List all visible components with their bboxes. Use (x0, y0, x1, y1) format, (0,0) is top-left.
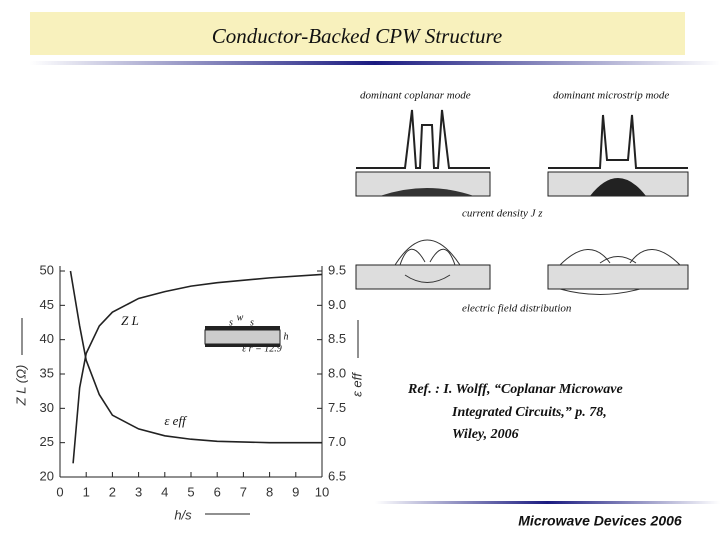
annotation: Z L (121, 313, 139, 328)
y2-tick-label: 6.5 (328, 468, 346, 483)
y-tick-label: 30 (40, 400, 54, 415)
y2-tick-label: 8.5 (328, 331, 346, 346)
x-tick-label: 1 (83, 484, 90, 499)
y2-tick-label: 9.5 (328, 262, 346, 277)
x-tick-label: 10 (315, 484, 329, 499)
inset-strip (205, 326, 280, 330)
x-tick-label: 8 (266, 484, 273, 499)
title-box (30, 12, 685, 55)
inset-ground (205, 344, 280, 347)
x-tick-label: 7 (240, 484, 247, 499)
x-tick-label: 2 (109, 484, 116, 499)
y-tick-label: 40 (40, 331, 54, 346)
annotation: ε eff (164, 413, 188, 428)
x-tick-label: 6 (214, 484, 221, 499)
y2-axis-label: ε eff (349, 372, 364, 397)
x-tick-label: 3 (135, 484, 142, 499)
y2-tick-label: 9.0 (328, 297, 346, 312)
y-axis-label: Z L (Ω) (13, 365, 28, 407)
annotation: s (229, 317, 233, 328)
x-axis-label: h/s (174, 507, 192, 522)
mode-diagram: dominant coplanar mode dominant microstr… (355, 90, 689, 315)
line (69, 270, 322, 444)
reference: Ref. : I. Wolff, “Coplanar Microwave Int… (407, 382, 623, 442)
x-tick-label: 5 (187, 484, 194, 499)
x-tick-label: 0 (56, 484, 63, 499)
y-tick-label: 50 (40, 262, 54, 277)
field-lines (394, 239, 461, 283)
reference-line: Ref. : I. Wolff, “Coplanar Microwave (407, 382, 623, 397)
y-tick-label: 20 (40, 468, 54, 483)
coplanar-label: dominant coplanar mode (360, 90, 471, 102)
y-tick-label: 45 (40, 297, 54, 312)
current-hump (380, 188, 474, 196)
annotation: s (250, 317, 254, 328)
slide-title: Conductor-Backed CPW Structure (212, 24, 502, 48)
title-rule (30, 61, 720, 65)
footer-rule (375, 501, 720, 504)
footer: Microwave Devices 2006 (518, 513, 682, 529)
y2-tick-label: 7.5 (328, 400, 346, 415)
y2-tick-label: 8.0 (328, 365, 346, 380)
current-label: current density J z (462, 208, 543, 220)
current-curve (356, 109, 490, 169)
line (72, 273, 323, 464)
field-label: electric field distribution (462, 303, 572, 315)
inset-substrate (204, 329, 281, 345)
x-tick-label: 9 (292, 484, 299, 499)
y-tick-label: 25 (40, 434, 54, 449)
x-tick-label: 4 (161, 484, 168, 499)
y2-tick-label: 7.0 (328, 434, 346, 449)
reference-line: Integrated Circuits,” p. 78, (451, 405, 607, 420)
annotation: w (237, 312, 244, 323)
microstrip-label: dominant microstrip mode (553, 90, 669, 102)
plot: 0 1 2 3 4 5 6 7 8 9 10202530354045506.57.07.58.08.… (13, 262, 364, 522)
substrate (355, 264, 491, 290)
field-lines (559, 249, 681, 295)
annotation: ε r = 12.9 (242, 343, 282, 354)
substrate (547, 264, 689, 290)
reference-line: Wiley, 2006 (452, 427, 519, 442)
current-hump (590, 178, 646, 196)
annotation: h (284, 331, 289, 342)
y-tick-label: 35 (40, 365, 54, 380)
current-curve (548, 114, 688, 169)
